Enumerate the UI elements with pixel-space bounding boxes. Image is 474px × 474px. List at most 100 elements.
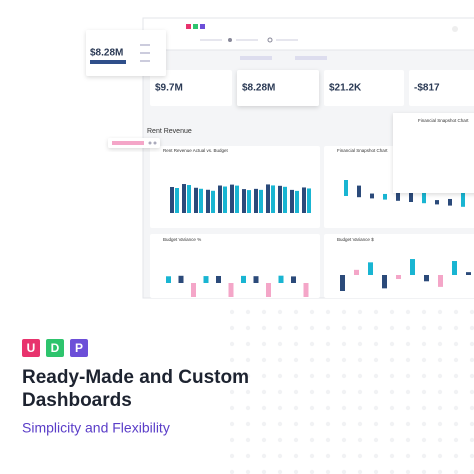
sparkbar: [90, 60, 126, 64]
panel-title: Rent Revenue Actual vs. Budget: [163, 148, 229, 153]
section-title: Rent Revenue: [147, 128, 192, 135]
decorative-bar: [452, 261, 457, 275]
logo-letter: P: [75, 341, 83, 355]
decorative-bar: [278, 275, 284, 283]
floating-card: [86, 30, 166, 76]
logo-letter: U: [27, 341, 36, 355]
decorative-bar: [182, 184, 186, 213]
decorative-bar: [344, 180, 348, 196]
tab[interactable]: [295, 56, 327, 60]
decorative-bar: [254, 188, 258, 213]
floating-value: $8.28M: [90, 48, 123, 59]
decorative-bar: [228, 283, 234, 297]
decorative-bar: [383, 193, 387, 200]
decorative-bar: [253, 276, 259, 283]
decorative-bar: [340, 275, 345, 291]
overlay-title: Financial Snapshot Chart: [418, 118, 469, 123]
decorative-bar: [290, 189, 294, 213]
decorative-bar: [166, 276, 171, 283]
tab[interactable]: [240, 56, 272, 60]
mini-logo: [186, 24, 191, 29]
decorative-bar: [223, 186, 227, 213]
logo-square: [22, 339, 40, 357]
decorative-bar: [303, 283, 309, 297]
kpi-card: [237, 70, 319, 106]
decorative-bar: [175, 188, 179, 213]
panel: [150, 234, 320, 298]
decorative-bar: [307, 188, 311, 213]
decorative-bar: [368, 262, 373, 275]
nav-dot: [267, 37, 273, 43]
kpi-value: -$817: [414, 83, 440, 94]
decorative-bar: [216, 275, 221, 283]
headline: Ready-Made and Custom: [22, 367, 249, 388]
decorative-bar: [357, 185, 361, 198]
line-stub: [140, 60, 150, 62]
logo-square: [70, 339, 88, 357]
nav-dot: [228, 38, 232, 42]
decorative-bar: [422, 192, 426, 204]
decorative-bar: [206, 189, 210, 213]
line-stub: [140, 52, 150, 54]
decorative-bar: [424, 275, 429, 282]
decorative-bar: [409, 186, 413, 202]
tagline: Simplicity and Flexibility: [22, 420, 170, 436]
decorative-bar: [438, 275, 443, 287]
line-stub: [140, 44, 150, 46]
top-nav: [142, 17, 474, 51]
decorative-bar: [178, 275, 184, 283]
decorative-bar: [435, 200, 439, 205]
decorative-bar: [187, 185, 191, 213]
decorative-bar: [170, 187, 174, 213]
decorative-bar: [194, 187, 198, 213]
decorative-bar: [354, 269, 359, 275]
avatar[interactable]: [452, 26, 458, 32]
decorative-bar: [241, 275, 246, 283]
panel-title: Budget Variance $: [337, 237, 374, 242]
decorative-bar: [396, 275, 401, 280]
dot-pattern: [230, 300, 474, 474]
decorative-bar: [271, 185, 275, 213]
kpi-card: [324, 70, 404, 106]
decorative-bar: [247, 190, 251, 213]
panel: [324, 234, 474, 298]
decorative-bar: [291, 276, 296, 283]
decorative-bar: [203, 276, 209, 283]
decorative-bar: [235, 185, 239, 213]
kpi-value: $9.7M: [155, 83, 183, 94]
headline: Dashboards: [22, 390, 132, 411]
kpi-card: [409, 70, 474, 106]
decorative-bar: [199, 188, 203, 213]
kpi-value: $8.28M: [242, 83, 275, 94]
legend-dot: [153, 141, 157, 145]
legend-swatch: [112, 141, 144, 145]
decorative-bar: [295, 190, 299, 213]
decorative-bar: [266, 184, 270, 213]
kpi-value: $21.2K: [329, 83, 362, 94]
kpi-row: $9.7M $8.28M $21.2K -$817: [150, 70, 474, 106]
decorative-bar: [448, 198, 452, 206]
decorative-bar: [230, 184, 234, 213]
mini-logo: [193, 24, 198, 29]
decorative-bar: [211, 190, 215, 213]
decorative-bar: [266, 283, 271, 297]
mini-logo: [200, 24, 205, 29]
overlay-card: [393, 113, 474, 193]
kpi-card: [150, 70, 232, 106]
logo-letter: D: [51, 341, 60, 355]
decorative-bar: [218, 185, 222, 213]
decorative-bar: [370, 193, 374, 199]
decorative-bar: [466, 272, 471, 275]
decorative-bar: [302, 187, 306, 213]
panel-title: Budget Variance %: [163, 237, 201, 242]
decorative-bar: [259, 189, 263, 213]
decorative-bar: [396, 187, 400, 201]
decorative-bar: [242, 189, 246, 213]
decorative-bar: [191, 283, 196, 297]
logo-square: [46, 339, 64, 357]
decorative-bar: [461, 192, 465, 207]
panel-title: Financial Snapshot Chart: [337, 148, 388, 153]
decorative-bar: [382, 275, 387, 289]
legend-dot: [148, 141, 152, 145]
